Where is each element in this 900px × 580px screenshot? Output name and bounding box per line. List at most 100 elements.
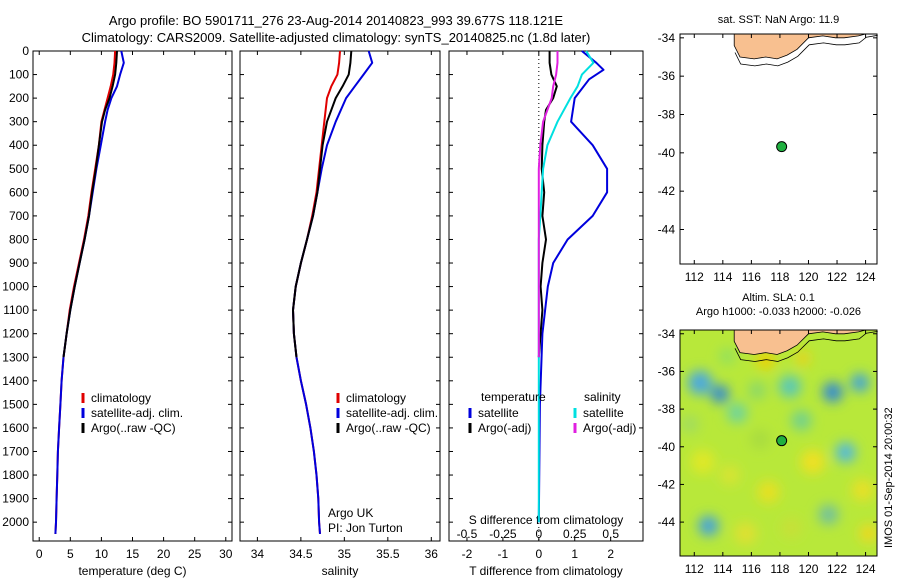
sla-anomaly-blob <box>850 373 869 392</box>
x-tick-label: 1 <box>571 547 578 561</box>
lat-tick-label: -38 <box>658 402 676 416</box>
series-line-salinity-argo-adj- <box>537 51 559 358</box>
land-australia <box>733 329 877 355</box>
y-tick-label: 1900 <box>2 492 29 506</box>
lat-tick-label: -42 <box>658 184 676 198</box>
map-title: sat. SST: NaN Argo: 11.9 <box>718 14 839 26</box>
sla-anomaly-blob <box>719 465 740 486</box>
figure-title-line1: Argo profile: BO 5901711_276 23-Aug-2014… <box>109 13 563 28</box>
lon-tick-label: 118 <box>770 562 789 576</box>
lon-tick-label: 114 <box>713 270 732 284</box>
lat-tick-label: -44 <box>658 515 676 529</box>
x-tick-label: 35 <box>338 547 352 561</box>
sla-anomaly-blob <box>690 449 715 474</box>
top-x-tick-label: 0.25 <box>563 527 587 541</box>
sla-anomaly-blob <box>710 385 729 404</box>
sla-anomaly-blob <box>818 504 839 525</box>
y-tick-label: 1600 <box>2 421 29 435</box>
map-subtitle: Argo h1000: -0.033 h2000: -0.026 <box>696 306 861 318</box>
series-line-argo-raw-qc- <box>292 50 353 358</box>
sla-anomaly-blob <box>795 351 810 366</box>
x-tick-label: 2 <box>607 547 614 561</box>
x-tick-label: 35.5 <box>376 547 400 561</box>
series-line-satellite-adj-clim- <box>54 50 125 534</box>
map-frame <box>679 329 878 557</box>
x-axis-label: temperature (deg C) <box>78 564 186 578</box>
difference-panel: -2 -1 0 1 2 T difference from climatology -0.5… <box>448 50 644 578</box>
series-line-climatology <box>54 50 117 534</box>
lon-tick-label: 114 <box>713 562 732 576</box>
x-axis-label: T difference from climatology <box>469 564 623 578</box>
plot-frame <box>32 50 233 542</box>
y-tick-label: 1400 <box>2 374 29 388</box>
legend-group-title: temperature <box>481 390 546 404</box>
sla-anomaly-blob <box>698 515 719 536</box>
map-frame <box>679 33 878 265</box>
lon-tick-label: 124 <box>856 270 876 284</box>
legend-label: satellite <box>583 406 624 420</box>
legend-label: climatology <box>346 391 406 405</box>
y-tick-label: 1800 <box>2 468 29 482</box>
lon-tick-label: 116 <box>742 562 761 576</box>
lat-tick-label: -40 <box>658 146 676 160</box>
x-tick-label: 15 <box>126 547 140 561</box>
lon-tick-label: 122 <box>827 562 847 576</box>
y-tick-label: 100 <box>9 68 29 82</box>
legend-label: satellite-adj. clim. <box>91 406 183 420</box>
lat-tick-label: -38 <box>658 108 676 122</box>
y-tick-label: 2000 <box>2 515 29 529</box>
sst-map-panel: 112 114 116 118 120 122 124 -34 -36 -38 -40 -42 -44 s… <box>658 14 878 284</box>
legend-label: climatology <box>91 391 151 405</box>
x-tick-label: 10 <box>95 547 109 561</box>
x-tick-label: 25 <box>188 547 202 561</box>
y-tick-label: 0 <box>22 44 29 58</box>
map-title: Altim. SLA: 0.1 <box>742 292 815 304</box>
sla-anomaly-blob <box>734 522 757 545</box>
top-x-tick-label: 0.5 <box>602 527 619 541</box>
owner-annotation: PI: Jon Turton <box>328 521 403 535</box>
sla-anomaly-blob <box>778 375 801 398</box>
y-tick-label: 500 <box>9 162 29 176</box>
x-tick-label: 30 <box>219 547 233 561</box>
legend-label: Argo(-adj) <box>478 421 531 435</box>
sla-anomaly-blob <box>757 480 780 503</box>
legend-label: Argo(-adj) <box>583 421 636 435</box>
y-tick-label: 600 <box>9 185 29 199</box>
lon-tick-label: 120 <box>798 270 818 284</box>
sla-field <box>680 348 877 545</box>
x-tick-label: 34.5 <box>289 547 313 561</box>
series-line-temperature-satellite <box>537 50 609 523</box>
lon-tick-label: 118 <box>770 270 789 284</box>
plot-frame <box>448 50 644 542</box>
sla-field-blobs <box>680 348 877 545</box>
temperature-panel: 0100200300400500600700800900100011001200… <box>2 44 232 578</box>
sla-anomaly-blob <box>859 524 877 543</box>
lon-tick-label: 112 <box>685 270 704 284</box>
x-tick-label: 34 <box>251 547 265 561</box>
top-x-tick-label: -0.5 <box>457 527 478 541</box>
land-australia <box>733 33 877 60</box>
x-tick-label: 36 <box>425 547 439 561</box>
x-tick-label: 5 <box>67 547 74 561</box>
legend-label: satellite-adj. clim. <box>346 406 438 420</box>
argo-float-marker <box>776 141 788 153</box>
legend-group-title: salinity <box>584 390 621 404</box>
x-tick-label: 0 <box>36 547 43 561</box>
y-tick-label: 1300 <box>2 350 29 364</box>
x-tick-label: 20 <box>157 547 171 561</box>
salinity-panel: 34 34.5 35 35.5 36 salinity climatologysatelli… <box>239 50 441 578</box>
top-x-tick-label: 0 <box>535 527 542 541</box>
shelf-isobath <box>734 34 878 67</box>
sla-anomaly-blob <box>835 442 856 463</box>
y-tick-label: 1200 <box>2 327 29 341</box>
sla-anomaly-blob <box>680 415 699 434</box>
legend-label: Argo(..raw -QC) <box>346 421 431 435</box>
lat-tick-label: -40 <box>658 440 676 454</box>
argo-float-marker <box>776 435 788 447</box>
y-tick-label: 1700 <box>2 444 29 458</box>
series-line-satellite-adj-clim- <box>292 50 374 534</box>
x-tick-label: -2 <box>462 547 473 561</box>
lat-tick-label: -36 <box>658 69 676 83</box>
